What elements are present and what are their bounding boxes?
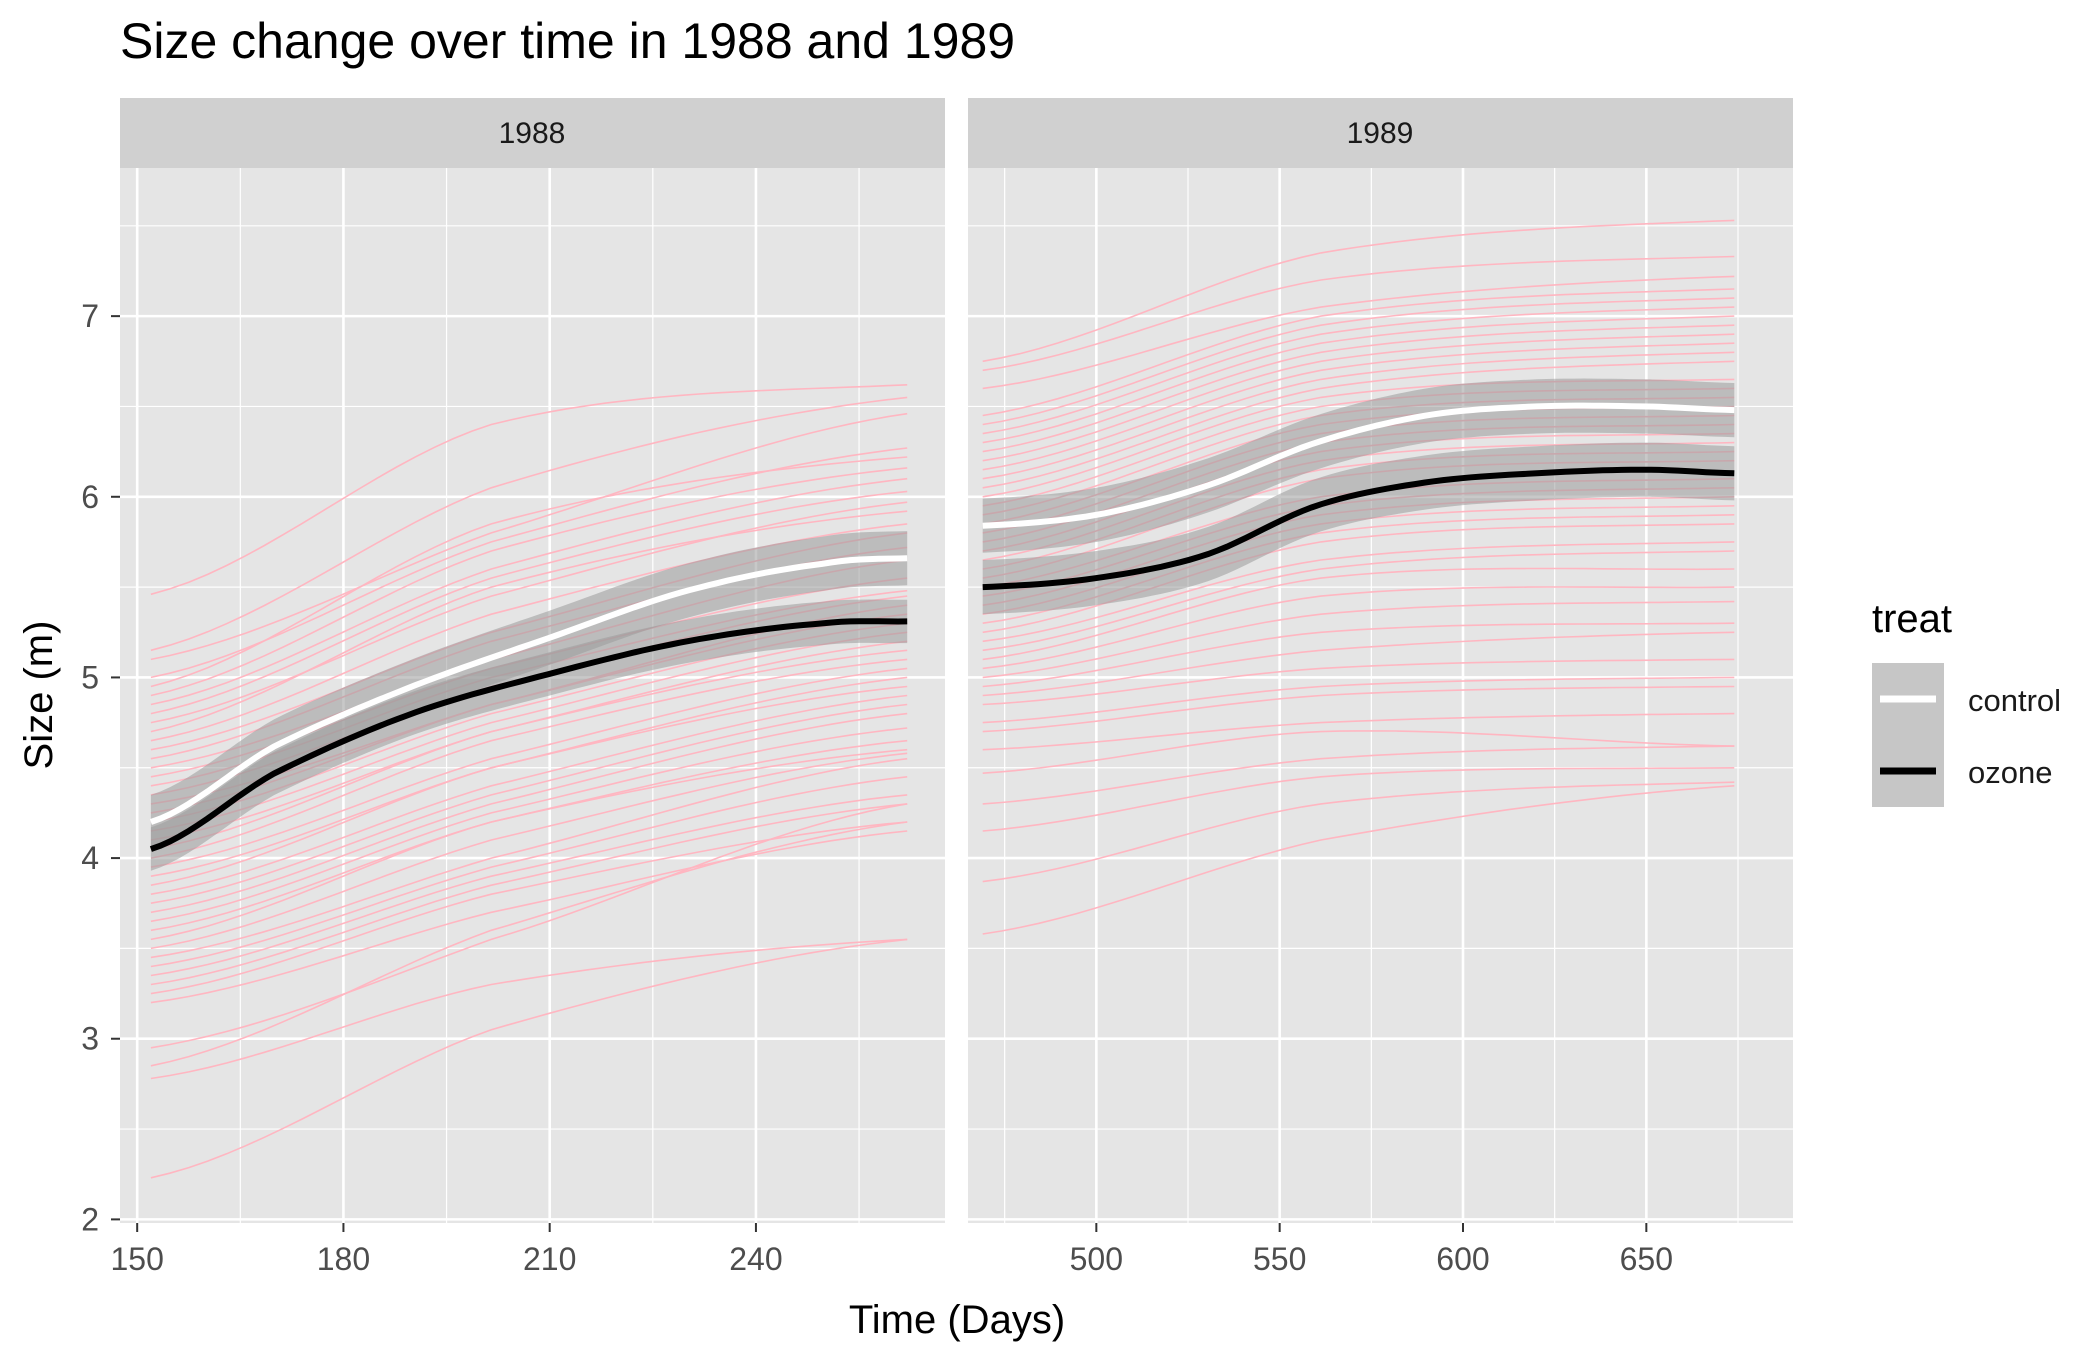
facet-strip-label-1988: 1988 bbox=[499, 117, 566, 150]
tree-line-1988-37 bbox=[150, 803, 908, 986]
x-tick-label: 500 bbox=[1070, 1241, 1123, 1277]
chart-title: Size change over time in 1988 and 1989 bbox=[120, 13, 1015, 69]
legend-label-ozone: ozone bbox=[1968, 755, 2052, 790]
plot-area-1988 bbox=[120, 168, 945, 1223]
tree-line-1989-43 bbox=[982, 785, 1735, 935]
tree-line-1989-0 bbox=[982, 219, 1735, 363]
tree-line-1988-0 bbox=[150, 384, 908, 596]
tree-line-1988-26 bbox=[150, 685, 908, 886]
legend-label-control: control bbox=[1968, 683, 2061, 718]
tree-line-1988-9 bbox=[150, 510, 908, 733]
y-tick-label: 5 bbox=[81, 659, 99, 695]
y-tick-label: 7 bbox=[81, 298, 99, 334]
tree-line-1989-7 bbox=[982, 324, 1735, 453]
legend-title: treat bbox=[1872, 597, 1952, 641]
series-line-control-1988 bbox=[149, 555, 908, 825]
tree-line-1988-27 bbox=[150, 694, 908, 895]
tree-line-1989-11 bbox=[982, 360, 1735, 489]
tree-line-1989-39 bbox=[982, 730, 1735, 774]
tree-line-1989-6 bbox=[982, 315, 1735, 444]
tree-line-1988-43 bbox=[150, 938, 908, 1179]
tree-line-1989-38 bbox=[982, 712, 1735, 751]
y-tick-label: 4 bbox=[81, 840, 99, 876]
tree-line-1989-5 bbox=[982, 306, 1735, 435]
tree-line-1989-2 bbox=[982, 275, 1735, 390]
tree-line-1989-37 bbox=[982, 685, 1735, 733]
facet-strip-1989 bbox=[968, 98, 1793, 168]
x-tick-label: 210 bbox=[523, 1241, 576, 1277]
tree-line-1988-39 bbox=[150, 830, 908, 1004]
tree-line-1989-29 bbox=[982, 550, 1735, 652]
x-axis-title: Time (Days) bbox=[849, 1298, 1065, 1342]
x-tick-label: 240 bbox=[729, 1241, 782, 1277]
tree-line-1989-31 bbox=[982, 586, 1735, 670]
tree-line-1988-38 bbox=[150, 821, 908, 995]
tree-line-1988-5 bbox=[150, 467, 908, 697]
tree-line-1989-42 bbox=[982, 781, 1735, 883]
series-line-ozone-1988 bbox=[149, 618, 908, 852]
series-line-control-1989 bbox=[982, 402, 1735, 529]
tree-line-1989-34 bbox=[982, 631, 1735, 697]
tree-line-1988-6 bbox=[150, 477, 908, 706]
tree-line-1989-30 bbox=[982, 567, 1735, 661]
tree-line-1988-24 bbox=[150, 667, 908, 868]
tree-line-1989-35 bbox=[982, 658, 1735, 706]
ribbon-ozone-1989 bbox=[982, 442, 1735, 615]
y-tick-label: 2 bbox=[81, 1201, 99, 1237]
facet-strip-label-1989: 1989 bbox=[1347, 117, 1414, 150]
tree-line-1988-34 bbox=[150, 757, 908, 959]
tree-line-1988-22 bbox=[150, 649, 908, 850]
tree-line-1988-41 bbox=[150, 821, 908, 1067]
x-tick-label: 600 bbox=[1436, 1241, 1489, 1277]
tree-line-1989-32 bbox=[982, 600, 1735, 679]
tree-line-1989-10 bbox=[982, 351, 1735, 480]
tree-line-1988-23 bbox=[150, 658, 908, 859]
facet-strip-1988 bbox=[120, 98, 945, 168]
y-tick-label: 6 bbox=[81, 479, 99, 515]
tree-line-1988-35 bbox=[150, 776, 908, 968]
tree-line-1989-41 bbox=[982, 767, 1735, 832]
y-tick-label: 3 bbox=[81, 1021, 99, 1057]
tree-line-1989-1 bbox=[982, 255, 1735, 372]
x-tick-label: 150 bbox=[110, 1241, 163, 1277]
axes-layer: 150 180 210 240 500 550 600 650 2 3 4 5 6 7 bbox=[81, 298, 1673, 1277]
tree-line-1988-28 bbox=[150, 703, 908, 904]
y-axis-title: Size (m) bbox=[17, 621, 61, 770]
tree-line-1988-1 bbox=[150, 396, 908, 652]
plot-area-1989 bbox=[968, 168, 1793, 1223]
tree-line-1988-29 bbox=[150, 712, 908, 914]
tree-line-1989-3 bbox=[982, 288, 1735, 417]
tree-line-1989-4 bbox=[982, 297, 1735, 426]
tree-line-1988-33 bbox=[150, 752, 908, 950]
legend: treat control ozone bbox=[1872, 597, 2061, 807]
tree-line-1988-7 bbox=[150, 490, 908, 715]
tree-line-1988-30 bbox=[150, 727, 908, 923]
x-tick-label: 550 bbox=[1253, 1241, 1306, 1277]
tree-line-1988-36 bbox=[150, 794, 908, 977]
series-line-ozone-1989 bbox=[982, 466, 1735, 591]
x-tick-label: 180 bbox=[317, 1241, 370, 1277]
tree-line-1988-4 bbox=[150, 456, 908, 688]
tree-line-1988-40 bbox=[150, 803, 908, 1049]
tree-line-1988-32 bbox=[150, 748, 908, 941]
tree-line-1988-20 bbox=[150, 631, 908, 832]
tree-line-1988-8 bbox=[150, 501, 908, 724]
ribbon-control-1989 bbox=[982, 378, 1735, 553]
ribbon-ozone-1988 bbox=[150, 599, 908, 871]
tree-line-1989-9 bbox=[982, 342, 1735, 471]
tree-line-1989-36 bbox=[982, 676, 1735, 724]
facet-panel-1989: 1989 bbox=[968, 98, 1793, 1223]
tree-line-1989-40 bbox=[982, 745, 1735, 805]
tree-line-1988-3 bbox=[150, 447, 908, 679]
tree-line-1989-28 bbox=[982, 541, 1735, 643]
tree-line-1988-42 bbox=[150, 938, 908, 1080]
tree-line-1989-8 bbox=[982, 333, 1735, 462]
x-tick-label: 650 bbox=[1620, 1241, 1673, 1277]
tree-line-1988-2 bbox=[150, 412, 908, 661]
facet-panel-1988: 1988 bbox=[120, 98, 945, 1223]
tree-line-1989-33 bbox=[982, 622, 1735, 688]
